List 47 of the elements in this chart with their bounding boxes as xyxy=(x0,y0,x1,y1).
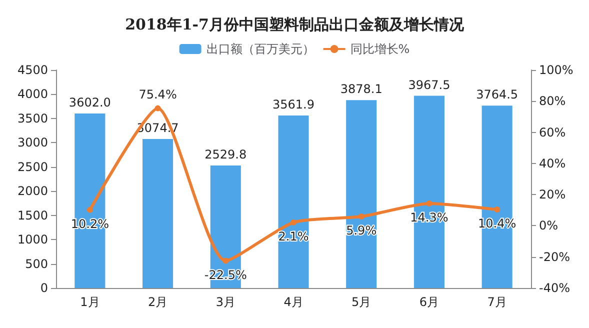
data-label: 3602.0 xyxy=(68,96,111,110)
x-tick-label: 2月 xyxy=(148,295,168,309)
chart-title: 2018年1-7月份中国塑料制品出口金额及增长情况 xyxy=(125,16,465,34)
y2-tick-label: 0% xyxy=(539,218,558,233)
data-label: 5.9% xyxy=(346,224,377,238)
y-tick-label: 3500 xyxy=(17,111,48,126)
data-label: 75.4% xyxy=(138,87,177,102)
point xyxy=(358,214,364,220)
x-tick-label: 5月 xyxy=(352,295,372,309)
y2-tick-label: 60% xyxy=(539,125,566,140)
y-tick-label: 2500 xyxy=(17,160,48,174)
point xyxy=(154,105,161,112)
y2-tick-label: -40% xyxy=(539,281,570,295)
y2-tick-label: 100% xyxy=(539,63,574,77)
point xyxy=(426,200,432,206)
bar xyxy=(346,100,377,288)
data-label: 3967.5 xyxy=(408,78,450,92)
y-tick-label: 4000 xyxy=(17,87,48,102)
point xyxy=(494,206,500,213)
data-label: 3764.5 xyxy=(476,88,518,102)
data-label: 2.1% xyxy=(278,229,309,244)
data-label: 3878.1 xyxy=(340,82,382,96)
data-label: 3561.9 xyxy=(272,97,314,112)
data-label: 2529.8 xyxy=(204,147,247,162)
x-tick-label: 7月 xyxy=(487,295,507,309)
y2-tick-label: 80% xyxy=(539,94,566,108)
x-tick-label: 4月 xyxy=(284,295,304,309)
y-tick-label: 500 xyxy=(25,256,48,271)
y2-tick-label: 20% xyxy=(539,188,566,202)
point xyxy=(290,219,296,226)
x-tick-label: 6月 xyxy=(419,295,440,309)
y-tick-label: 1000 xyxy=(17,232,48,247)
y-tick-label: 2000 xyxy=(17,184,48,198)
y2-tick-label: 40% xyxy=(539,156,566,170)
legend-label: 同比增长% xyxy=(350,42,410,56)
y2-tick-label: -20% xyxy=(539,250,570,264)
y-tick-label: 1500 xyxy=(17,208,48,222)
x-tick-label: 3月 xyxy=(216,295,236,309)
bar xyxy=(278,115,309,288)
y-tick-label: 4500 xyxy=(17,63,48,77)
y-tick-label: 3000 xyxy=(17,136,48,150)
point xyxy=(222,258,229,264)
x-tick-label: 1月 xyxy=(80,295,100,309)
bar xyxy=(142,139,174,288)
y-tick-label: 0 xyxy=(40,281,48,295)
legend-label: 出口额（百万美元） xyxy=(206,42,314,56)
point xyxy=(86,206,93,213)
